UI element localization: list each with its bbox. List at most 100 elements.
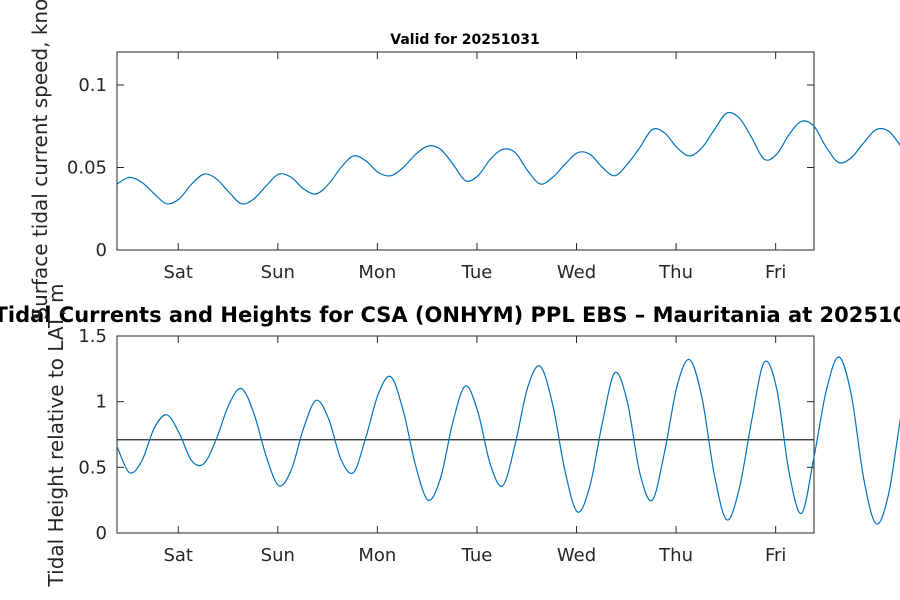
current-data-point [403,167,404,168]
current-data-point [851,157,852,158]
height-data-point [515,443,516,444]
current-data-point [266,185,267,186]
current-data-point [701,147,702,148]
height-data-point [278,485,279,486]
height-data-point [253,413,254,414]
height-data-point [241,388,242,389]
current-data-point [888,131,889,132]
height-data-point [204,463,205,464]
current-data-point [540,183,541,184]
height-data-point [664,451,665,452]
current-data-point [515,152,516,153]
current-data-point [154,193,155,194]
height-data-point [826,389,827,390]
height-data-point [789,472,790,473]
current-x-tick-label: Sun [261,262,295,283]
current-data-point [527,170,528,171]
current-data-point [129,177,130,178]
height-data-point [540,366,541,367]
height-y-axis-label: Tidal Height relative to LAT, m [44,284,68,588]
current-speed-panel: Valid for 20251031 0 0.05 0.1 Sat Sun Mon Tue… [67,32,900,283]
height-data-point [166,414,167,415]
height-data-point [552,404,553,405]
height-data-point [676,385,677,386]
height-data-point [876,523,877,524]
height-data-point [714,475,715,476]
height-data-point [602,422,603,423]
current-data-point [365,160,366,161]
current-data-point [428,145,429,146]
current-data-point [826,147,827,148]
current-data-point [490,159,491,160]
height-data-point [216,438,217,439]
height-data-point [353,472,354,473]
current-data-point [502,149,503,150]
height-x-tick-label: Mon [358,545,396,566]
current-data-point [589,154,590,155]
current-data-point [253,198,254,199]
height-x-tick-label: Sat [163,545,193,566]
current-x-tick-label: Mon [358,262,396,283]
current-data-point [726,112,727,113]
height-data-point [154,427,155,428]
current-y-axis-label: Surface tidal current speed, knots [28,0,52,320]
current-data-point [614,175,615,176]
current-axes-frame [116,51,815,251]
height-data-point [589,485,590,486]
height-data-point [801,513,802,514]
current-data-point [378,172,379,173]
current-data-point [739,117,740,118]
current-data-point [676,147,677,148]
height-data-point [129,472,130,473]
height-data-point [179,433,180,434]
current-data-point [813,126,814,127]
current-y-tick-label: 0 [96,240,107,261]
current-speed-series [116,111,900,205]
height-data-point [316,400,317,401]
current-data-point [876,129,877,130]
current-data-point [291,177,292,178]
height-data-point [415,465,416,466]
height-x-tick-label: Sun [261,545,295,566]
height-axes-frame [116,335,815,534]
height-data-point [652,500,653,501]
tidal-height-series [116,356,900,525]
current-data-point [204,174,205,175]
current-data-point [652,129,653,130]
height-y-axis: 0 0.5 1 1.5 [78,326,814,544]
height-data-point [403,410,404,411]
current-data-point [340,167,341,168]
height-data-point [639,472,640,473]
current-x-tick-label: Sat [163,262,193,283]
current-x-tick-label: Tue [461,262,493,283]
current-data-point [390,175,391,176]
height-y-tick-label: 0 [96,523,107,544]
current-data-point [577,152,578,153]
current-y-tick-label: 0.1 [78,75,107,96]
height-data-point [838,356,839,357]
height-data-point [490,464,491,465]
current-data-point [278,174,279,175]
current-x-tick-label: Thu [658,262,693,283]
height-data-point [564,471,565,472]
height-x-tick-label: Wed [557,545,596,566]
current-data-point [179,198,180,199]
height-y-tick-label: 0.5 [78,457,107,478]
current-data-point [627,164,628,165]
height-x-axis: Sat Sun Mon Tue Wed Thu Fri [163,336,786,566]
tidal-height-panel: Tidal Currents and Heights for CSA (ONHY… [0,303,900,566]
height-data-point [851,395,852,396]
height-chart-title: Tidal Currents and Heights for CSA (ONHY… [0,303,900,327]
height-data-point [477,412,478,413]
height-data-point [428,500,429,501]
height-x-tick-label: Thu [658,545,693,566]
current-data-point [303,188,304,189]
current-data-point [639,147,640,148]
current-x-axis: Sat Sun Mon Tue Wed Thu Fri [163,52,786,283]
height-data-point [116,446,117,447]
height-data-point [751,419,752,420]
current-data-point [241,203,242,204]
height-data-point [340,459,341,460]
current-data-point [801,121,802,122]
